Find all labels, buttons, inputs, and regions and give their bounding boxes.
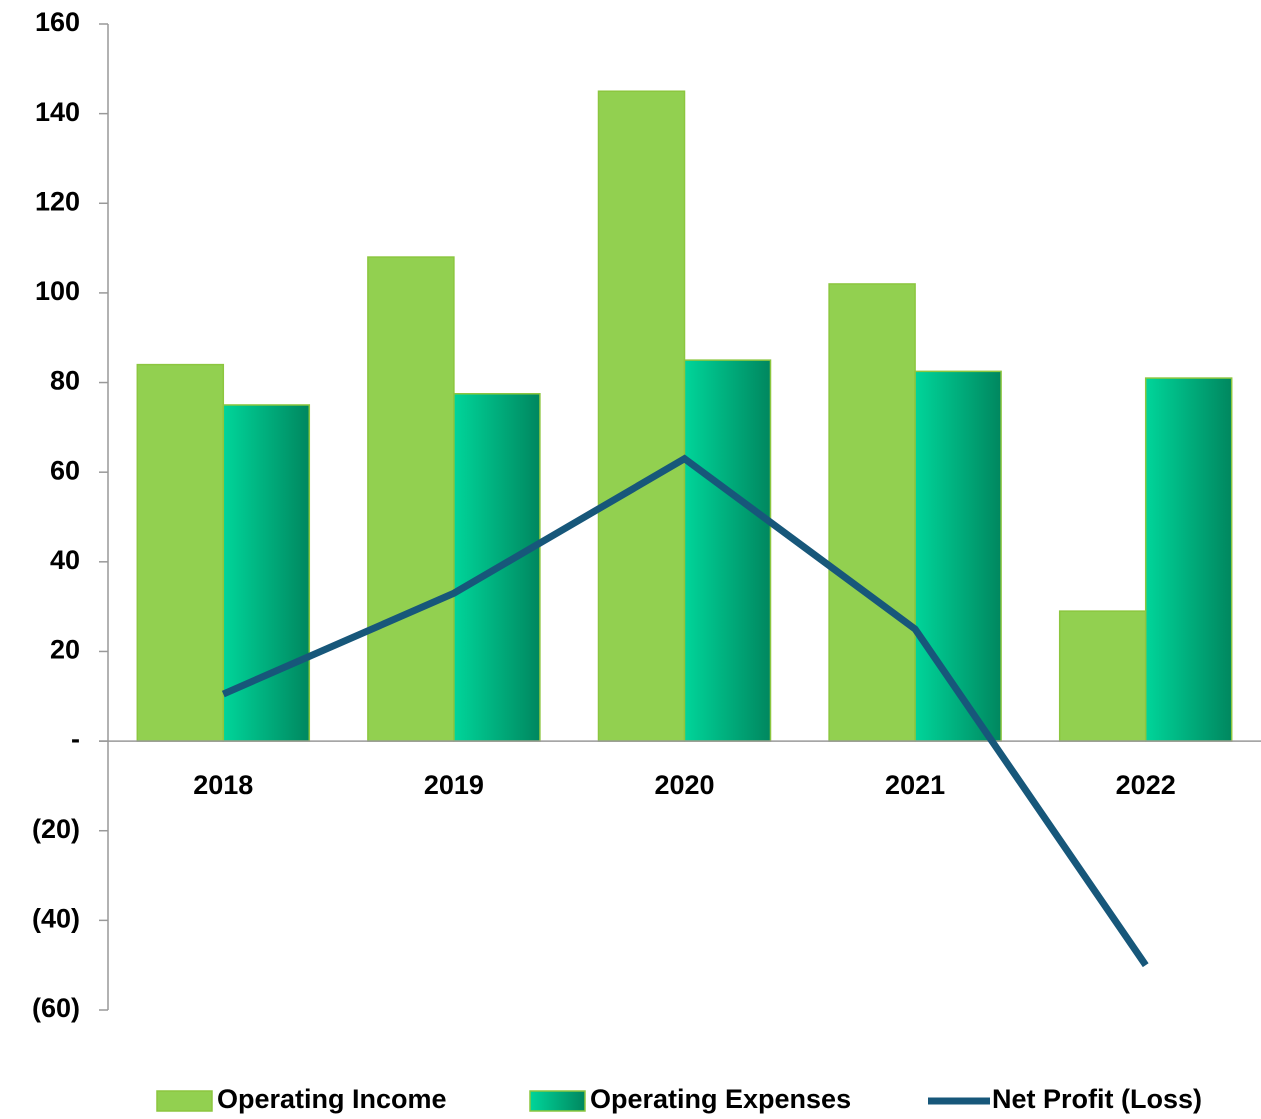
y-tick-label: (20) [32,814,80,844]
y-tick-label: 140 [35,97,80,127]
y-tick-label: 20 [50,635,80,665]
x-tick-label: 2022 [1116,770,1176,800]
bar [683,359,772,742]
y-tick-label: (60) [32,993,80,1023]
bar [597,90,686,742]
y-tick-label: 120 [35,186,80,216]
bar [828,283,916,742]
legend-label: Operating Income [217,1084,447,1114]
bar [367,256,455,742]
y-tick-label: 160 [35,7,80,37]
x-tick-label: 2019 [424,770,484,800]
line [221,454,1149,968]
x-tick-label: 2021 [885,770,945,800]
legend-label: Operating Expenses [590,1084,851,1114]
x-tick-label: 2018 [193,770,253,800]
x-tick-label: 2020 [654,770,714,800]
bar [1058,610,1147,742]
y-tick-label: (40) [32,903,80,933]
y-tick-label: 60 [50,455,80,485]
y-tick-label: 100 [35,276,80,306]
legend-swatch [529,1090,586,1112]
y-tick-label: 80 [50,366,80,396]
bar [1144,377,1233,742]
bar [914,370,1002,742]
y-tick-label: - [71,724,80,754]
legend-label: Net Profit (Loss) [992,1084,1202,1114]
y-tick-label: 40 [50,545,80,575]
bar [136,363,225,742]
legend-swatch [156,1090,213,1112]
